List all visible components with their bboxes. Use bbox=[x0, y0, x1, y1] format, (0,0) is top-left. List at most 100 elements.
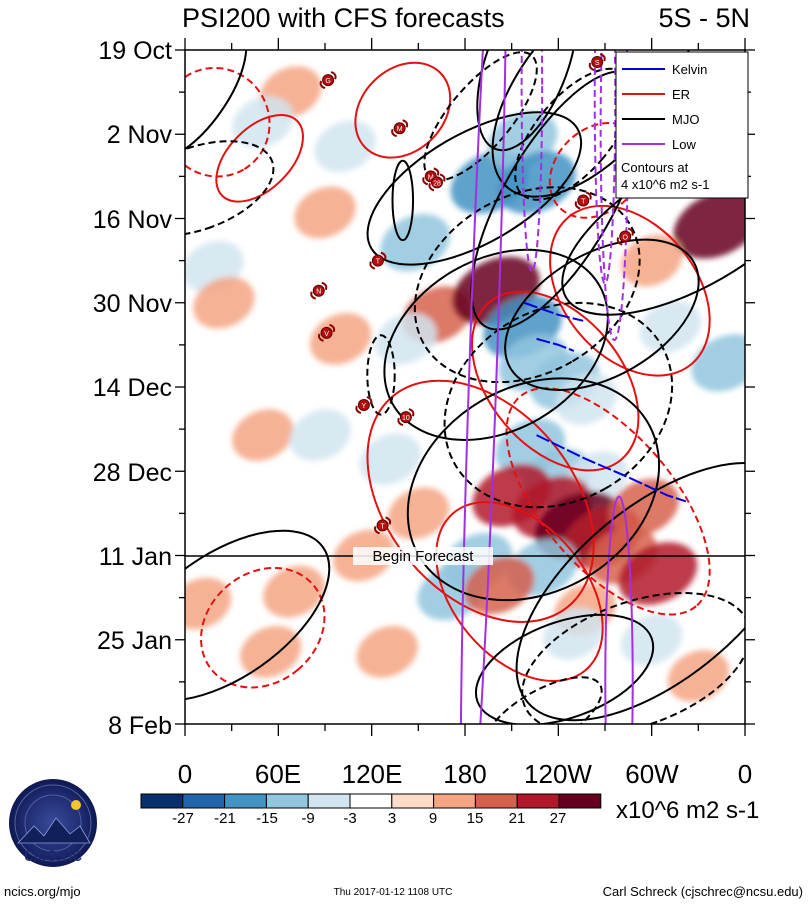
logo-mountains bbox=[17, 817, 91, 844]
anomaly-patch bbox=[673, 190, 745, 259]
storm-label: M bbox=[397, 126, 403, 133]
kelvin-contour bbox=[536, 434, 687, 503]
anomaly-patch bbox=[387, 487, 450, 540]
mjo-contour bbox=[413, 186, 641, 384]
mjo-contour bbox=[521, 592, 745, 724]
x-axis-labels: 0 60E 120E 180 120W 60W 0 bbox=[178, 759, 752, 789]
anomaly-patch bbox=[189, 652, 243, 699]
storm-symbol: T bbox=[369, 251, 387, 270]
colorbar-labels: -27 -21 -15 -9 -3 3 9 15 21 27 bbox=[172, 810, 566, 827]
anomaly-patch bbox=[356, 625, 418, 678]
anomaly-patch bbox=[314, 120, 376, 173]
y-tick-label: 30 Nov bbox=[93, 290, 173, 318]
colorbar-swatch bbox=[474, 793, 518, 809]
storm-symbol: O bbox=[616, 227, 634, 246]
legend-note-line2: 4 x10^6 m2 s-1 bbox=[621, 177, 709, 192]
anomaly-patch bbox=[294, 186, 356, 239]
legend-kelvin: Kelvin bbox=[672, 62, 707, 77]
anomaly-patch bbox=[380, 214, 451, 272]
x-tick-label: 0 bbox=[178, 759, 192, 789]
storm-symbol: S bbox=[588, 53, 606, 71]
x-tick-label: 0 bbox=[738, 759, 752, 789]
colorbar-swatch bbox=[433, 793, 476, 809]
storm-label: V bbox=[324, 331, 329, 338]
colorbar-label: -21 bbox=[214, 810, 236, 827]
y-axis-labels: 19 Oct 2 Nov 16 Nov 30 Nov 14 Dec 28 Dec… bbox=[93, 37, 173, 740]
kelvin-contour bbox=[523, 301, 584, 322]
x-tick-label: 180 bbox=[443, 759, 486, 789]
storm-symbol: V bbox=[318, 323, 336, 342]
x-tick-label: 60E bbox=[255, 759, 301, 789]
legend-mjo: MJO bbox=[672, 112, 699, 127]
colorbar-swatch bbox=[140, 793, 184, 809]
colorbar-label: -15 bbox=[256, 810, 278, 827]
storm-label: G bbox=[325, 78, 330, 85]
anomaly-field bbox=[185, 66, 745, 702]
anomaly-patch bbox=[359, 433, 422, 486]
colorbar-units: x10^6 m2 s-1 bbox=[616, 797, 759, 824]
storm-symbol: N bbox=[310, 281, 328, 300]
anomaly-patch bbox=[263, 565, 325, 618]
mjo-contour bbox=[391, 159, 415, 242]
storm-label: 10 bbox=[402, 415, 410, 422]
mjo-contour bbox=[443, 301, 674, 509]
y-tick-label: 14 Dec bbox=[93, 374, 172, 402]
anomaly-patch bbox=[193, 276, 255, 329]
storm-label: T bbox=[380, 523, 385, 530]
legend-er: ER bbox=[672, 87, 690, 102]
logo-sun bbox=[71, 800, 81, 810]
colorbar-swatch bbox=[224, 793, 267, 809]
footer-author: Carl Schreck (cjschrec@ncsu.edu) bbox=[603, 884, 803, 899]
y-tick-label: 16 Nov bbox=[93, 206, 173, 234]
colorbar-label: 27 bbox=[550, 810, 567, 827]
footer-url: ncics.org/mjo bbox=[4, 884, 81, 899]
colorbar-swatch bbox=[391, 793, 435, 809]
storm-label: T bbox=[581, 198, 586, 205]
er-contour bbox=[200, 566, 326, 689]
mjo-contour bbox=[474, 613, 655, 724]
storm-label: O bbox=[622, 235, 628, 242]
axis-ticks bbox=[175, 38, 755, 736]
er-contour bbox=[185, 66, 271, 178]
storm-symbol: T bbox=[574, 191, 592, 210]
storm-symbol: G bbox=[319, 71, 337, 90]
anomaly-patch bbox=[375, 313, 437, 365]
mjo-contour bbox=[185, 529, 331, 702]
anomaly-patch bbox=[232, 409, 294, 461]
y-tick-label: 19 Oct bbox=[98, 37, 172, 65]
colorbar-swatch bbox=[265, 793, 309, 809]
y-tick-label: 28 Dec bbox=[93, 459, 172, 487]
storm-label: S bbox=[595, 60, 600, 67]
low-contour bbox=[593, 50, 617, 285]
legend: Kelvin ER MJO Low Contours at 4 x10^6 m2… bbox=[615, 51, 749, 199]
colorbar-swatch bbox=[307, 793, 351, 809]
x-tick-label: 120E bbox=[342, 759, 403, 789]
anomaly-patch bbox=[691, 334, 745, 392]
anomaly-patch bbox=[639, 300, 702, 353]
storm-label: 28 bbox=[433, 180, 441, 187]
anomaly-patch bbox=[239, 625, 302, 678]
storm-symbol: T bbox=[374, 516, 392, 535]
er-contour bbox=[435, 501, 604, 683]
colorbar-swatch bbox=[349, 793, 393, 809]
low-contour bbox=[459, 50, 508, 724]
x-tick-label: 60W bbox=[625, 759, 679, 789]
colorbar-label: -27 bbox=[172, 810, 194, 827]
x-tick-label: 120W bbox=[524, 759, 592, 789]
mjo-contour bbox=[476, 50, 579, 152]
colorbar-swatch bbox=[516, 793, 560, 809]
mjo-contour bbox=[185, 140, 275, 237]
chart-title: PSI200 with CFS forecasts bbox=[182, 3, 505, 33]
anomaly-patch bbox=[232, 96, 294, 149]
logo-text: cics.nc bbox=[24, 845, 82, 866]
anomaly-patch bbox=[620, 234, 683, 287]
storm-label: M bbox=[428, 174, 434, 181]
forecast-label-bg bbox=[353, 547, 493, 565]
y-tick-label: 8 Feb bbox=[108, 712, 172, 740]
colorbar-swatch bbox=[558, 793, 602, 809]
y-tick-label: 11 Jan bbox=[99, 543, 172, 571]
anomaly-patch bbox=[289, 409, 352, 461]
colorbar-swatch bbox=[182, 793, 226, 809]
mjo-contour bbox=[185, 50, 248, 162]
